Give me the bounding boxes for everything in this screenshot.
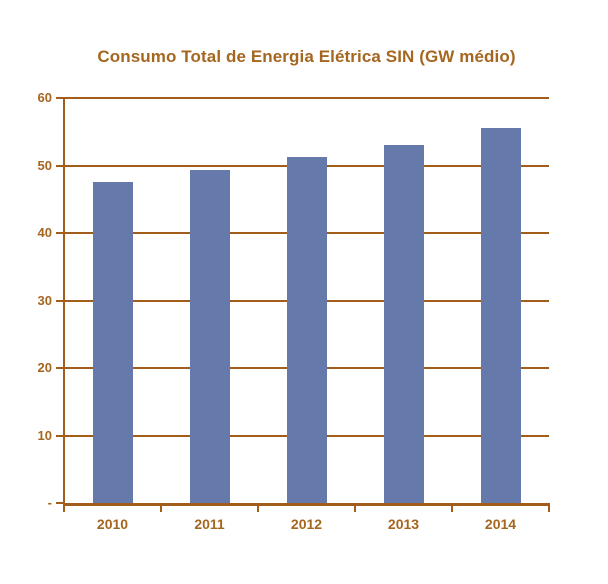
x-axis-label-2012: 2012 bbox=[290, 516, 323, 532]
bar-2010 bbox=[92, 182, 133, 503]
x-axis-label-2014: 2014 bbox=[484, 516, 517, 532]
x-axis-tick-0 bbox=[63, 506, 65, 512]
x-axis-label-2013: 2013 bbox=[387, 516, 420, 532]
x-axis-label-2010: 2010 bbox=[96, 516, 129, 532]
y-axis-label-60: 60 bbox=[37, 90, 52, 105]
y-axis-label-10: 10 bbox=[37, 427, 52, 443]
y-axis-tick-30 bbox=[56, 299, 64, 302]
y-axis-tick-10 bbox=[56, 434, 64, 437]
x-axis-tick-3 bbox=[354, 506, 356, 512]
y-axis-label-50: 50 bbox=[37, 157, 52, 173]
bar-2012 bbox=[286, 156, 327, 503]
y-axis-tick-0 bbox=[56, 502, 64, 504]
bar-2014 bbox=[480, 128, 521, 503]
y-axis-tick-60 bbox=[56, 97, 64, 99]
y-axis-label-30: 30 bbox=[37, 292, 52, 308]
x-axis-tick-2 bbox=[257, 506, 259, 512]
y-axis-line bbox=[63, 98, 65, 506]
bar-2013 bbox=[383, 145, 424, 503]
x-axis-tick-5 bbox=[548, 506, 550, 512]
bar-2011 bbox=[189, 169, 230, 503]
y-axis-tick-50 bbox=[56, 164, 64, 167]
chart-title: Consumo Total de Energia Elétrica SIN (G… bbox=[97, 47, 516, 66]
x-axis-line bbox=[63, 503, 550, 506]
x-axis-tick-4 bbox=[451, 506, 453, 512]
gridline-60 bbox=[64, 97, 549, 99]
x-axis-label-2011: 2011 bbox=[194, 516, 225, 532]
y-axis-label-40: 40 bbox=[37, 225, 52, 240]
x-axis-tick-1 bbox=[160, 506, 162, 512]
y-axis-label-0: - bbox=[47, 495, 52, 510]
y-axis-tick-20 bbox=[56, 367, 64, 369]
y-axis-tick-40 bbox=[56, 232, 64, 234]
y-axis-label-20: 20 bbox=[37, 360, 52, 375]
